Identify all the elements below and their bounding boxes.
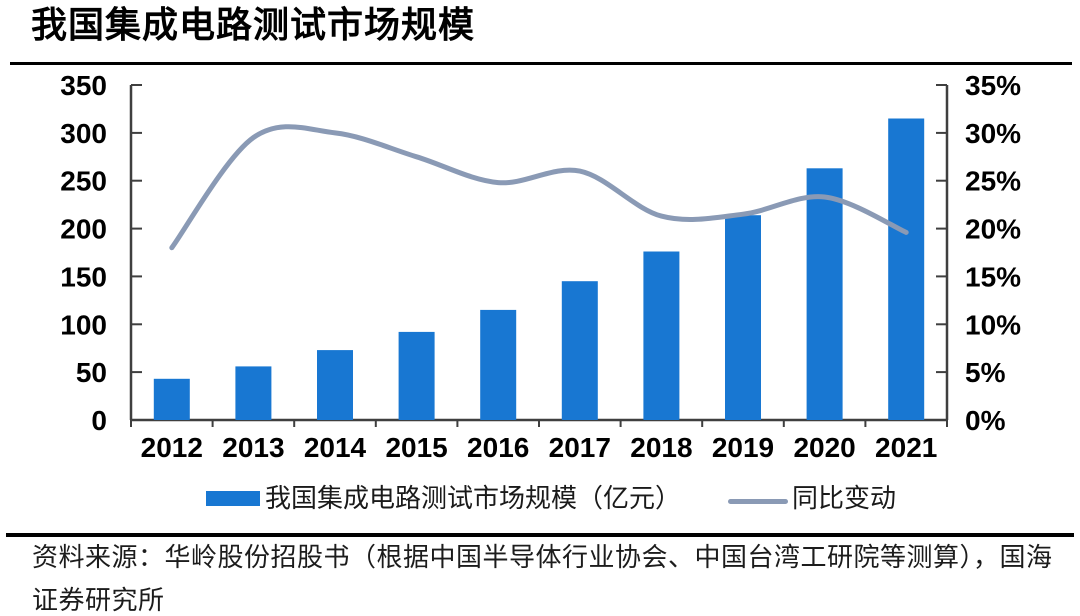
left-axis-label: 200 xyxy=(60,214,107,245)
bar-2020 xyxy=(806,168,843,420)
bar-2013 xyxy=(235,366,272,420)
title-divider xyxy=(10,62,1072,65)
bar-2018 xyxy=(643,251,680,420)
bar-2014 xyxy=(317,350,353,420)
page-title: 我国集成电路测试市场规模 xyxy=(31,4,476,45)
left-axis-label: 0 xyxy=(91,405,107,436)
bar-2016 xyxy=(480,309,517,420)
right-axis-label: 20% xyxy=(965,214,1021,245)
x-axis-label: 2015 xyxy=(385,432,447,463)
bottom-divider xyxy=(6,533,1074,537)
right-axis-label: 15% xyxy=(965,261,1021,292)
legend-bar-label: 我国集成电路测试市场规模（亿元） xyxy=(265,484,682,513)
right-axis-label: 25% xyxy=(965,166,1021,197)
legend-line-label: 同比变动 xyxy=(792,484,897,513)
legend-line-swatch xyxy=(728,499,788,504)
x-axis-label: 2020 xyxy=(793,432,855,463)
bar-2015 xyxy=(398,331,435,420)
bar-2019 xyxy=(725,215,761,420)
left-axis-label: 50 xyxy=(76,357,107,388)
right-axis-label: 10% xyxy=(965,309,1021,340)
x-axis-label: 2019 xyxy=(712,432,774,463)
x-axis-label: 2016 xyxy=(467,432,529,463)
right-axis-label: 5% xyxy=(965,357,1006,388)
left-axis-label: 100 xyxy=(60,309,107,340)
x-axis-label: 2021 xyxy=(875,432,937,463)
right-axis-label: 0% xyxy=(965,405,1006,436)
x-axis-label: 2018 xyxy=(630,432,692,463)
x-axis-label: 2014 xyxy=(304,432,367,463)
bar-2021 xyxy=(888,118,925,420)
legend-bar-swatch xyxy=(206,491,260,506)
source-note: 资料来源：华岭股份招股书（根据中国半导体行业协会、中国台湾工研院等测算），国海证… xyxy=(32,543,1053,615)
x-axis-label: 2013 xyxy=(222,432,284,463)
x-axis-label: 2012 xyxy=(141,432,203,463)
left-axis-label: 250 xyxy=(60,166,107,197)
left-axis-label: 150 xyxy=(60,261,107,292)
bar-2017 xyxy=(561,281,598,420)
x-axis-label: 2017 xyxy=(549,432,611,463)
right-axis-label: 35% xyxy=(965,70,1021,101)
left-axis-label: 350 xyxy=(60,70,107,101)
bar-2012 xyxy=(153,378,190,420)
left-axis-label: 300 xyxy=(60,118,107,149)
growth-line xyxy=(169,124,909,251)
right-axis-label: 30% xyxy=(965,118,1021,149)
